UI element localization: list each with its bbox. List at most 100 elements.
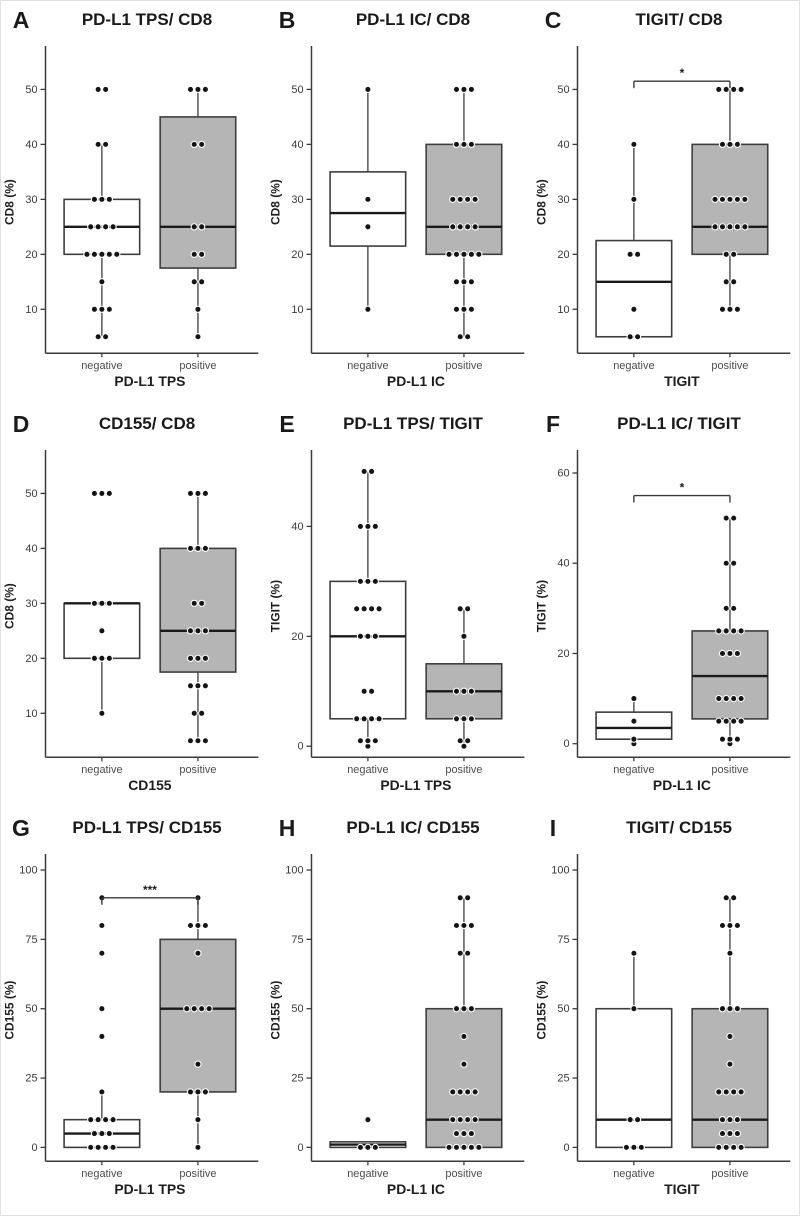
data-point [456, 894, 464, 902]
data-point [737, 85, 745, 94]
box-negative [595, 1007, 673, 1149]
panel-a: A PD-L1 TPS/ CD8 10 20 30 40 50 CD8 (%) negati… [1, 1, 267, 405]
y-axis-title: CD155 (%) [3, 981, 17, 1040]
data-points [715, 894, 745, 1152]
category-label: negative [81, 1168, 122, 1180]
data-point [201, 544, 210, 553]
data-point [94, 1116, 102, 1124]
data-point [90, 489, 99, 498]
data-point [83, 250, 91, 258]
data-point [98, 250, 106, 258]
data-point [360, 687, 368, 695]
data-point [105, 305, 113, 313]
data-point [371, 737, 379, 745]
panel-f: F PD-L1 IC/ TIGIT 0 20 40 60 TIGIT (%) negati… [533, 405, 799, 809]
data-point [90, 195, 99, 203]
y-tick-label: 20 [25, 653, 37, 665]
data-point [190, 1005, 198, 1013]
data-point [364, 522, 372, 531]
data-point [98, 627, 106, 635]
y-tick-label: 50 [291, 84, 303, 96]
data-point [464, 737, 472, 745]
y-tick-label: 25 [291, 1073, 303, 1085]
boxplot-chart-c: 10 20 30 40 50 CD8 (%) negative positive TIGIT * [535, 45, 791, 389]
category-label: positive [445, 1168, 482, 1180]
data-point [733, 223, 742, 231]
significance-label: *** [143, 883, 157, 897]
boxplot-group-positive [425, 605, 503, 750]
data-point [733, 195, 742, 203]
data-point [194, 333, 202, 341]
data-point [733, 1005, 742, 1013]
data-point [186, 654, 195, 662]
panel-title-e: PD-L1 TPS/ TIGIT [343, 414, 483, 433]
data-point [90, 305, 99, 313]
data-point [726, 223, 734, 231]
panel-i: I TIGIT/ CD155 0 25 50 75 100 CD155 (%) negati… [533, 809, 799, 1213]
data-point [364, 577, 372, 585]
data-point [201, 654, 210, 662]
data-point [360, 467, 368, 476]
data-point [630, 949, 638, 957]
data-point [105, 654, 113, 662]
data-point [722, 627, 730, 635]
data-point [733, 1116, 742, 1124]
data-point [194, 544, 202, 553]
data-point [94, 85, 102, 94]
data-point [452, 687, 461, 695]
panel-c: C TIGIT/ CD8 10 20 30 40 50 CD8 (%) negative po… [533, 1, 799, 405]
y-tick-label: 0 [563, 1142, 569, 1154]
y-tick-label: 10 [25, 304, 37, 316]
data-point [94, 333, 102, 341]
data-point [464, 195, 472, 203]
x-axis-title: TIGIT [664, 373, 700, 389]
y-tick-label: 10 [25, 708, 37, 720]
data-point [198, 250, 206, 258]
data-points [626, 140, 642, 341]
y-tick-label: 30 [557, 194, 569, 206]
data-point [109, 223, 117, 231]
y-tick-label: 10 [291, 304, 303, 316]
data-point [194, 949, 202, 957]
data-points [622, 949, 645, 1152]
data-point [464, 894, 472, 902]
data-point [718, 735, 727, 743]
data-point [364, 223, 372, 231]
category-label: negative [81, 764, 122, 776]
data-point [460, 305, 468, 313]
data-point [722, 514, 730, 522]
data-point [198, 223, 206, 231]
data-point [190, 250, 198, 258]
data-point [452, 715, 461, 723]
category-label: negative [613, 360, 654, 372]
data-points [87, 894, 117, 1152]
data-point [471, 223, 479, 231]
data-point [475, 1143, 483, 1152]
data-point [194, 1116, 202, 1124]
data-point [456, 949, 464, 957]
data-point [460, 250, 468, 258]
data-point [726, 1032, 734, 1041]
x-axis-title: PD-L1 TPS [380, 777, 451, 793]
data-point [467, 278, 476, 286]
y-tick-label: 30 [25, 598, 37, 610]
y-tick-label: 50 [25, 84, 37, 96]
data-point [198, 140, 206, 149]
y-tick-label: 60 [557, 467, 569, 479]
data-point [460, 1143, 468, 1152]
significance-bracket: * [633, 481, 731, 503]
data-point [630, 717, 638, 725]
data-point [190, 223, 198, 231]
data-points [186, 85, 210, 341]
data-point [630, 694, 638, 703]
data-point [364, 85, 372, 94]
data-point [190, 599, 198, 607]
panel-header-e: E PD-L1 TPS/ TIGIT [267, 411, 533, 445]
data-point [733, 735, 742, 743]
data-point [456, 605, 464, 613]
box-positive [425, 1007, 503, 1149]
data-point [364, 1116, 372, 1124]
box-positive [425, 143, 503, 256]
y-tick-label: 75 [557, 934, 569, 946]
